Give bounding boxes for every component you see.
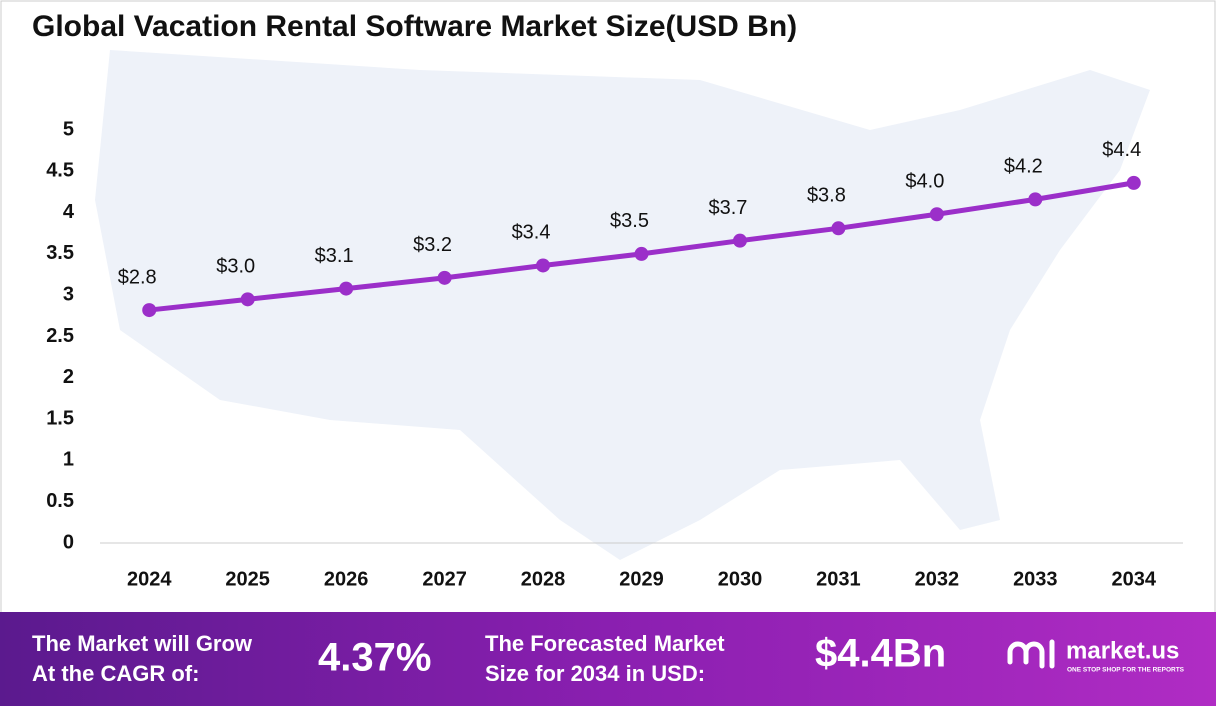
value-label: $2.8 [118,266,157,288]
y-tick-label: 1 [63,449,74,471]
y-tick-label: 4 [63,201,75,223]
data-point [437,270,452,285]
x-tick-label: 2030 [718,568,763,590]
cagr-label-line: At the CAGR of: [32,661,199,686]
data-point [536,258,551,273]
y-tick-label: 1.5 [46,407,74,429]
data-point [831,221,846,236]
value-label: $3.8 [807,185,846,207]
x-tick-label: 2033 [1013,568,1058,590]
x-tick-label: 2034 [1112,568,1157,590]
y-tick-label: 3.5 [46,242,74,264]
y-tick-label: 2.5 [46,325,74,347]
x-tick-label: 2026 [324,568,369,590]
data-point [732,233,747,248]
cagr-label-line: The Market will Grow [32,631,253,656]
value-label: $4.2 [1004,156,1043,178]
forecast-label: The Forecasted Market Size for 2034 in U… [485,631,731,686]
chart-title: Global Vacation Rental Software Market S… [32,10,797,43]
y-tick-label: 0.5 [46,490,74,512]
x-tick-label: 2028 [521,568,566,590]
y-tick-label: 0 [63,531,74,553]
data-point [1126,175,1141,190]
y-tick-label: 4.5 [46,160,74,182]
brand-name: market.us [1066,637,1179,664]
forecast-label-line: The Forecasted Market [485,631,725,656]
data-point [142,303,157,318]
data-point [929,207,944,222]
x-tick-label: 2027 [422,568,467,590]
forecast-label-line: Size for 2034 in USD: [485,661,705,686]
value-label: $3.0 [216,256,255,278]
x-tick-label: 2024 [127,568,172,590]
brand-logo [1007,639,1055,669]
data-point [1028,192,1043,207]
data-point [339,281,354,296]
x-tick-label: 2032 [915,568,960,590]
value-label: $4.4 [1102,139,1141,161]
value-label: $3.7 [708,197,747,219]
brand-tagline: ONE STOP SHOP FOR THE REPORTS [1067,667,1185,674]
map-background [95,50,1150,560]
y-tick-label: 5 [63,118,74,140]
value-label: $3.2 [413,234,452,256]
footer-band [0,612,1216,706]
forecast-value: $4.4Bn [815,632,946,676]
value-label: $4.0 [905,171,944,193]
value-label: $3.5 [610,210,649,232]
value-label: $3.4 [512,222,551,244]
x-tick-label: 2031 [816,568,861,590]
cagr-label: The Market will Grow At the CAGR of: [32,631,258,686]
y-tick-label: 2 [63,366,74,388]
x-tick-label: 2025 [225,568,270,590]
data-point [634,246,649,261]
value-label: $3.1 [315,245,354,267]
x-tick-label: 2029 [619,568,664,590]
data-point [240,292,255,307]
cagr-value: 4.37% [318,636,431,680]
y-tick-label: 3 [63,283,74,305]
